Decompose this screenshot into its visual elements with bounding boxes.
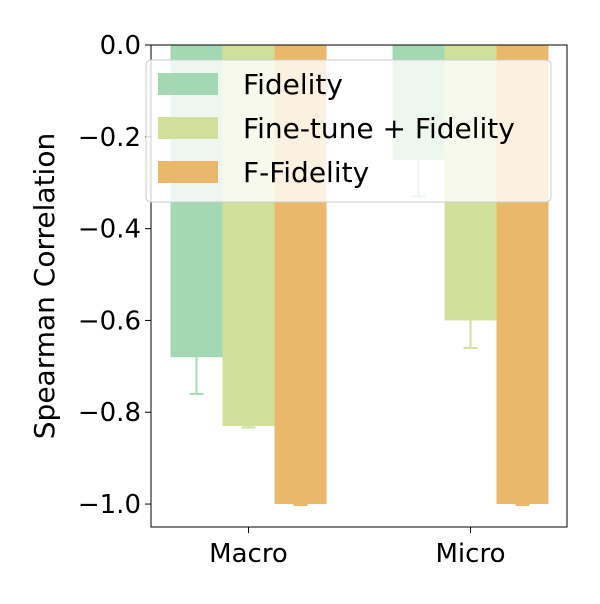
- y-tick-label-5: −1.0: [78, 490, 141, 520]
- legend-label-1: Fine-tune + Fidelity: [243, 112, 515, 145]
- legend-swatch-0: [158, 73, 218, 95]
- y-axis-label: Spearman Correlation: [28, 133, 61, 439]
- y-tick-label-4: −0.8: [78, 398, 141, 428]
- legend-swatch-2: [158, 161, 218, 183]
- legend-box: [145, 59, 552, 203]
- legend-label-0: Fidelity: [243, 68, 343, 101]
- x-tick-label-0: Macro: [209, 539, 288, 569]
- x-axis: Macro Micro: [209, 527, 505, 569]
- y-tick-label-1: −0.2: [78, 123, 141, 153]
- plot-frame: [150, 44, 568, 528]
- y-axis: 0.0 −0.2 −0.4 −0.6 −0.8 −1.0: [78, 31, 151, 520]
- legend-swatch-1: [158, 117, 218, 139]
- y-tick-label-0: 0.0: [100, 31, 141, 61]
- y-tick-label-3: −0.6: [78, 306, 141, 336]
- legend-label-2: F-Fidelity: [243, 156, 369, 189]
- y-tick-label-2: −0.4: [78, 215, 141, 245]
- x-tick-label-1: Micro: [436, 539, 506, 569]
- legend: Fidelity Fine-tune + Fidelity F-Fidelity: [145, 59, 552, 203]
